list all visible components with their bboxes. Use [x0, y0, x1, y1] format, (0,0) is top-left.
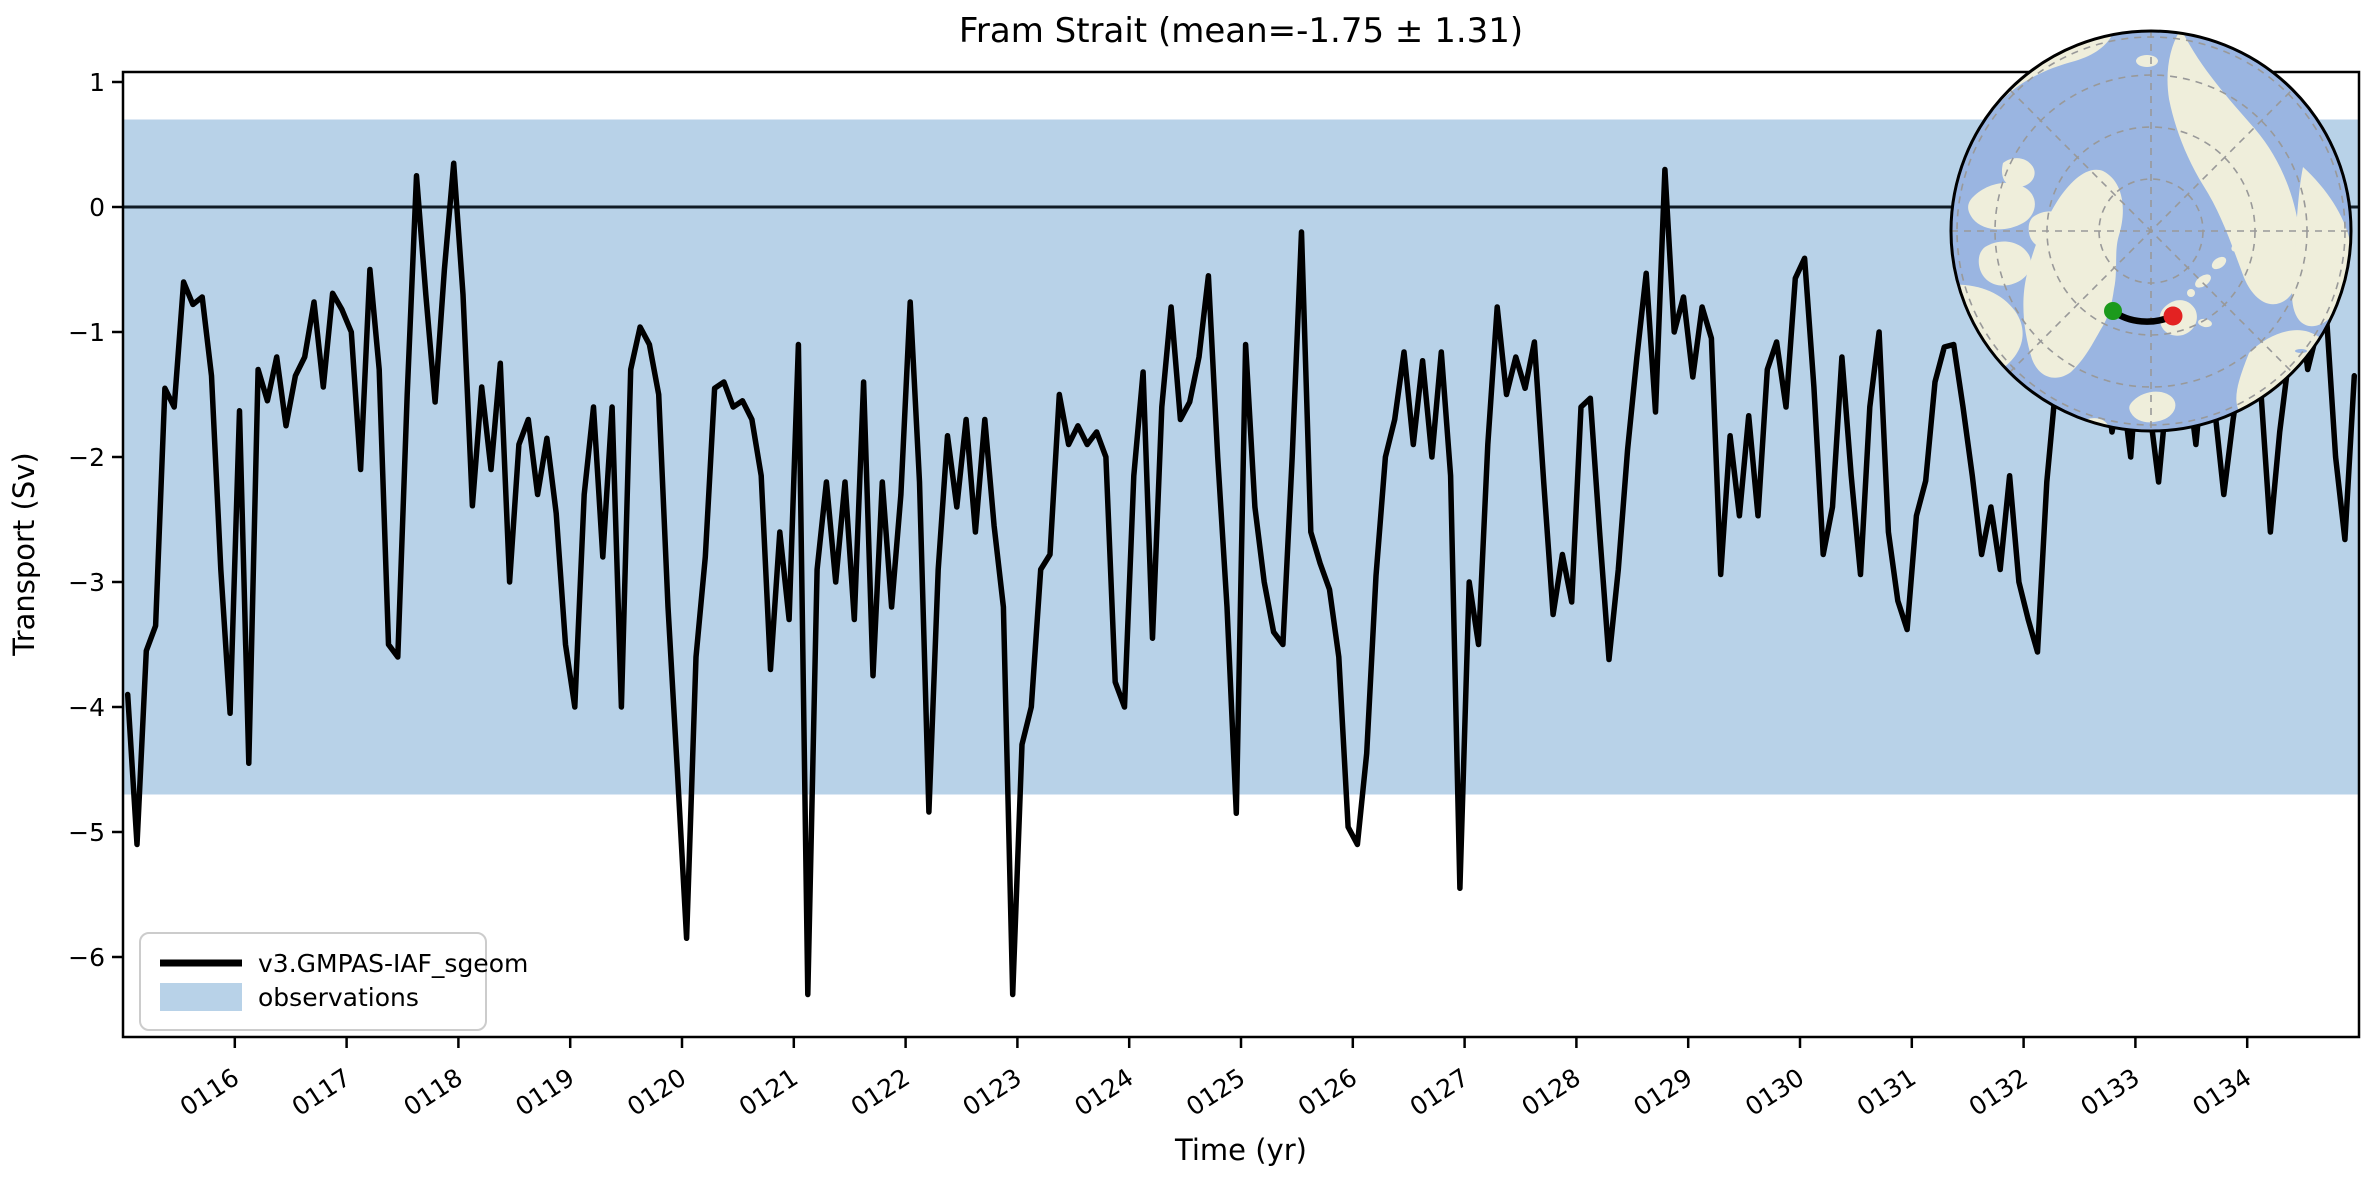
x-tick-label: 0121 [734, 1063, 803, 1122]
map-canadian-island [2001, 158, 2035, 188]
map-svalbard-islet [2231, 242, 2243, 252]
x-tick-label: 0118 [399, 1063, 468, 1122]
map-canadian-island [1978, 241, 2031, 286]
x-tick-label: 0130 [1740, 1063, 1809, 1122]
y-tick-label: −4 [68, 693, 105, 722]
x-axis-label: Time (yr) [1174, 1133, 1307, 1167]
x-tick-label: 0122 [846, 1063, 915, 1122]
transect-end-dot [2163, 306, 2183, 326]
map-svalbard-islet [2198, 318, 2212, 328]
x-tick-label: 0129 [1628, 1063, 1697, 1122]
y-tick-label: −2 [68, 443, 105, 472]
legend-label-series: v3.GMPAS-IAF_sgeom [258, 949, 528, 978]
x-axis: 0116 0117 0118 0119 0120 0121 0122 0123 0124 0125… [175, 1037, 2256, 1122]
x-tick-label: 0134 [2187, 1063, 2256, 1122]
x-tick-label: 0126 [1293, 1063, 1362, 1122]
x-tick-label: 0128 [1517, 1063, 1586, 1122]
x-tick-label: 0131 [1852, 1063, 1921, 1122]
time-series-line [124, 160, 2358, 998]
y-tick-label: 1 [89, 68, 105, 97]
y-tick-label: 0 [89, 193, 105, 222]
chart-title: Fram Strait (mean=-1.75 ± 1.31) [959, 11, 1523, 51]
y-tick-label: −5 [68, 818, 105, 847]
legend-patch-swatch [160, 983, 242, 1011]
x-tick-label: 0124 [1069, 1063, 1138, 1122]
x-tick-label: 0119 [510, 1063, 579, 1122]
x-tick-label: 0117 [287, 1063, 356, 1122]
x-tick-label: 0132 [1964, 1063, 2033, 1122]
y-tick-label: −1 [68, 318, 105, 347]
map-canadian-island [1968, 182, 2035, 230]
map-lake [2295, 349, 2307, 353]
map-wrangel-island [2136, 55, 2158, 67]
x-tick-label: 0123 [958, 1063, 1027, 1122]
transect-start-dot [2104, 302, 2122, 320]
legend-box [139, 932, 487, 1031]
x-tick-label: 0116 [175, 1063, 244, 1122]
map-graticule [1951, 31, 2351, 431]
x-tick-label: 0120 [622, 1063, 691, 1122]
map-siberia [2167, 31, 2301, 305]
y-tick-label: −3 [68, 568, 105, 597]
x-tick-label: 0125 [1181, 1063, 1250, 1122]
y-axis-label: Transport (Sv) [7, 452, 41, 657]
map-svalbard-islet [2211, 256, 2227, 270]
map-svalbard-islet [2187, 289, 2195, 297]
y-tick-label: −6 [68, 943, 105, 972]
legend-label-observations: observations [258, 983, 419, 1012]
map-svalbard-islet [2195, 274, 2211, 288]
map-border-circle [1949, 29, 2353, 433]
map-iceland [2129, 391, 2176, 423]
x-tick-label: 0133 [2076, 1063, 2145, 1122]
map-canadian-island [2028, 211, 2074, 250]
legend: v3.GMPAS-IAF_sgeom observations [139, 932, 528, 1031]
x-tick-label: 0127 [1405, 1063, 1474, 1122]
y-axis: 1 0 −1 −2 −3 −4 −5 −6 [68, 68, 123, 972]
